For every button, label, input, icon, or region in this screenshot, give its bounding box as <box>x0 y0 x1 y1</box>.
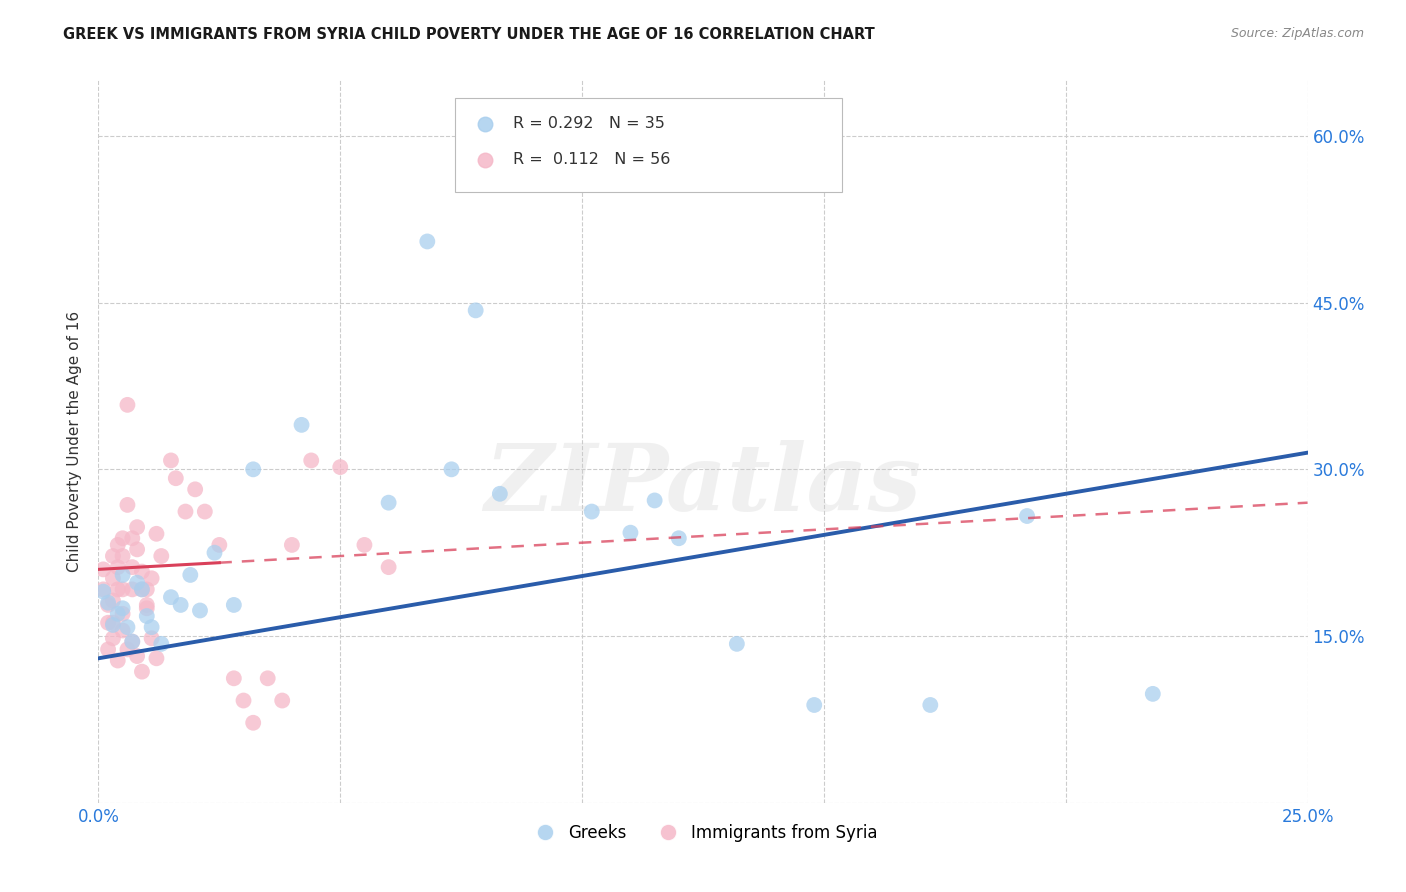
Point <box>464 303 486 318</box>
Text: GREEK VS IMMIGRANTS FROM SYRIA CHILD POVERTY UNDER THE AGE OF 16 CORRELATION CHA: GREEK VS IMMIGRANTS FROM SYRIA CHILD POV… <box>63 27 875 42</box>
Point <box>1015 508 1038 523</box>
Point <box>127 520 149 534</box>
Point <box>111 601 134 615</box>
Point <box>242 715 264 730</box>
Point <box>101 618 124 632</box>
Point <box>101 571 124 585</box>
Point <box>97 642 120 657</box>
Point <box>416 235 439 249</box>
Point <box>111 607 134 621</box>
FancyBboxPatch shape <box>456 98 842 193</box>
Point <box>1142 687 1164 701</box>
Point <box>131 565 153 579</box>
Point <box>725 637 748 651</box>
Point <box>121 634 143 648</box>
Point <box>160 590 183 604</box>
Point <box>101 593 124 607</box>
Point <box>117 498 139 512</box>
Point <box>160 453 183 467</box>
Point <box>581 505 603 519</box>
Point <box>194 505 217 519</box>
Point <box>489 487 512 501</box>
Point <box>222 671 245 685</box>
Point <box>97 598 120 612</box>
Point <box>127 542 149 557</box>
Point <box>107 607 129 621</box>
Point <box>111 624 134 638</box>
Point <box>101 632 124 646</box>
Point <box>222 598 245 612</box>
Text: R =  0.112   N = 56: R = 0.112 N = 56 <box>513 153 671 168</box>
Point <box>97 615 120 630</box>
Point <box>127 649 149 664</box>
Point <box>107 560 129 574</box>
Point <box>232 693 254 707</box>
Point <box>111 582 134 597</box>
Point <box>353 538 375 552</box>
Point <box>208 538 231 552</box>
Point <box>131 582 153 597</box>
Point <box>121 634 143 648</box>
Point <box>121 560 143 574</box>
Point <box>101 549 124 563</box>
Point <box>299 453 322 467</box>
Point <box>135 582 157 597</box>
Point <box>117 620 139 634</box>
Point <box>644 493 666 508</box>
Point <box>329 460 352 475</box>
Point <box>91 582 114 597</box>
Text: Source: ZipAtlas.com: Source: ZipAtlas.com <box>1230 27 1364 40</box>
Text: R = 0.292   N = 35: R = 0.292 N = 35 <box>513 116 665 131</box>
Point <box>91 562 114 576</box>
Point <box>377 496 399 510</box>
Point <box>242 462 264 476</box>
Point <box>135 598 157 612</box>
Point <box>165 471 187 485</box>
Point <box>121 582 143 597</box>
Point <box>145 526 167 541</box>
Point <box>920 698 942 712</box>
Text: ZIPatlas: ZIPatlas <box>485 440 921 530</box>
Point <box>141 571 163 585</box>
Point <box>256 671 278 685</box>
Point <box>111 568 134 582</box>
Point <box>174 505 197 519</box>
Point <box>107 653 129 667</box>
Point <box>121 531 143 545</box>
Point <box>184 483 207 497</box>
Point <box>188 603 211 617</box>
Point <box>440 462 463 476</box>
Point <box>141 632 163 646</box>
Point <box>290 417 312 432</box>
Point <box>204 546 226 560</box>
Point <box>111 549 134 563</box>
Point <box>179 568 201 582</box>
Point <box>145 651 167 665</box>
Point <box>619 525 641 540</box>
Point <box>107 582 129 597</box>
Point <box>150 637 173 651</box>
Point <box>131 582 153 597</box>
Point <box>281 538 304 552</box>
Point <box>377 560 399 574</box>
Point <box>135 609 157 624</box>
Point <box>141 620 163 634</box>
Point <box>117 398 139 412</box>
Point <box>135 601 157 615</box>
Point <box>107 538 129 552</box>
Point <box>668 531 690 545</box>
Point <box>169 598 191 612</box>
Point <box>803 698 825 712</box>
Point <box>91 584 114 599</box>
Legend: Greeks, Immigrants from Syria: Greeks, Immigrants from Syria <box>522 817 884 848</box>
Point <box>101 615 124 630</box>
Point <box>150 549 173 563</box>
Y-axis label: Child Poverty Under the Age of 16: Child Poverty Under the Age of 16 <box>67 311 83 572</box>
Point <box>271 693 294 707</box>
Point <box>97 596 120 610</box>
Point <box>131 665 153 679</box>
Point <box>111 531 134 545</box>
Point <box>117 642 139 657</box>
Point <box>127 575 149 590</box>
